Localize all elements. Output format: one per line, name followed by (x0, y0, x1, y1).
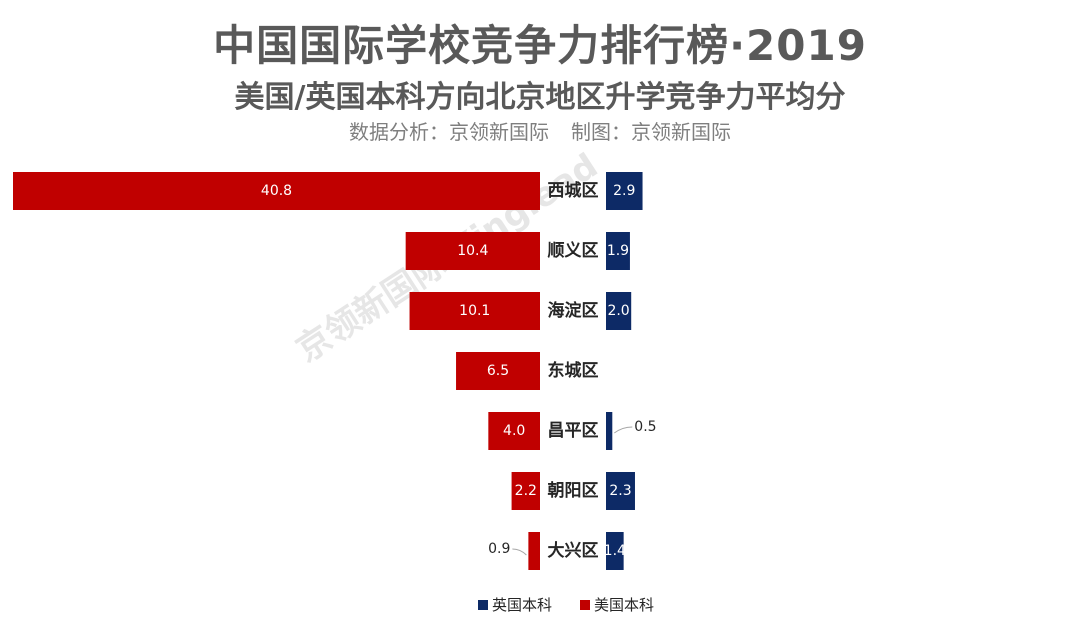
chart-credit: 数据分析：京领新国际 制图：京领新国际 (0, 116, 1080, 145)
bar-right-0 (606, 172, 643, 210)
credit-made-by: 制图：京领新国际 (571, 120, 731, 144)
bar-right-1 (606, 232, 630, 270)
bar-right-6 (606, 532, 624, 570)
bar-left-6 (528, 532, 540, 570)
category-label-5: 朝阳区 (548, 480, 599, 501)
chart-title: 中国国际学校竞争力排行榜·2019 (213, 21, 867, 70)
chart-subtitle: 美国/英国本科方向北京地区升学竞争力平均分 (234, 80, 846, 115)
leader-line-left-6 (512, 548, 527, 556)
category-label-3: 东城区 (548, 360, 599, 381)
data-label-right-2: 2.0 (607, 303, 629, 319)
data-label-left-3: 6.5 (487, 363, 509, 379)
bar-right-2 (606, 292, 632, 330)
bar-left-2 (409, 292, 540, 330)
data-label-right-5: 2.3 (609, 483, 631, 499)
bar-right-4 (606, 412, 613, 450)
data-label-left-2: 10.1 (459, 303, 490, 319)
bar-left-1 (405, 232, 540, 270)
data-label-right-1: 1.9 (607, 243, 629, 259)
category-label-4: 昌平区 (548, 421, 599, 441)
category-label-1: 顺义区 (548, 240, 599, 261)
category-label-0: 西城区 (548, 181, 599, 201)
data-label-right-4: 0.5 (634, 419, 656, 435)
legend-label-0: 英国本科 (492, 596, 552, 614)
data-label-right-0: 2.9 (613, 183, 635, 199)
bar-right-5 (606, 472, 635, 510)
data-label-left-6: 0.9 (488, 541, 510, 557)
leader-line-right-4 (614, 426, 633, 434)
category-label-2: 海淀区 (548, 300, 599, 321)
data-label-left-5: 2.2 (515, 483, 537, 499)
data-label-right-6: 1.4 (604, 543, 626, 559)
data-label-left-1: 10.4 (457, 243, 488, 259)
legend-swatch-1 (580, 600, 590, 610)
bar-left-0 (13, 172, 540, 210)
data-label-left-0: 40.8 (261, 183, 292, 199)
legend-label-1: 美国本科 (594, 596, 654, 614)
data-label-left-4: 4.0 (503, 423, 525, 439)
legend-swatch-0 (478, 600, 488, 610)
category-label-6: 大兴区 (548, 540, 599, 561)
credit-analysis: 数据分析：京领新国际 (349, 120, 549, 144)
bar-left-5 (511, 472, 540, 510)
bar-left-3 (456, 352, 540, 390)
bar-left-4 (488, 412, 540, 450)
